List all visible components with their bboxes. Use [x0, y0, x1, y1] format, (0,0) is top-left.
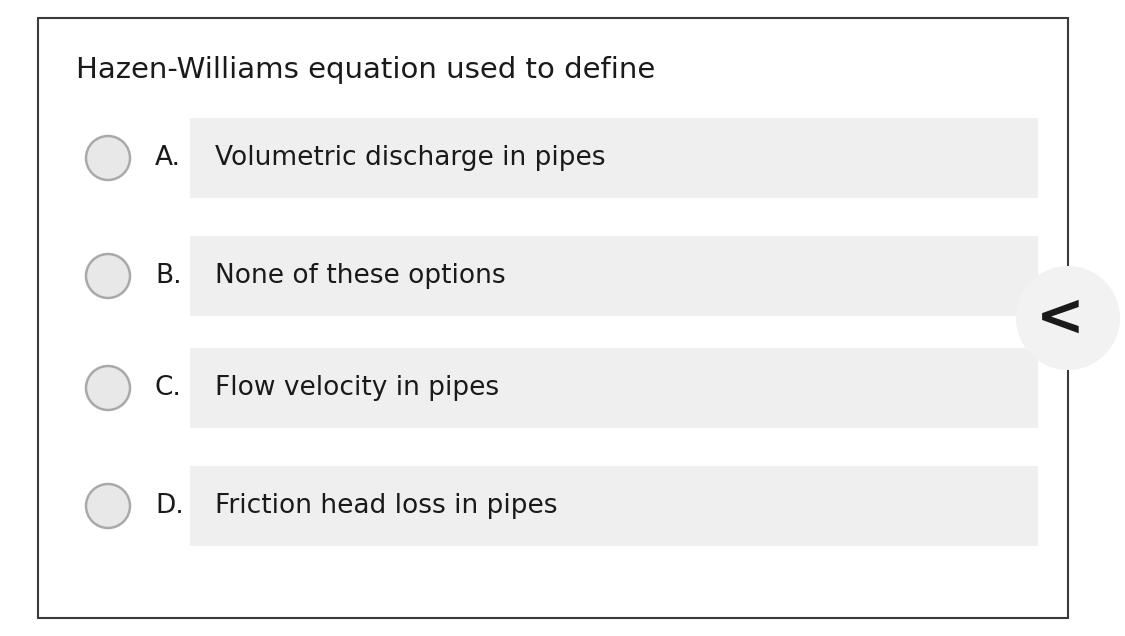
Bar [190, 466, 1038, 546]
Circle shape [86, 254, 130, 298]
Text: D.: D. [155, 493, 183, 519]
Text: Volumetric discharge in pipes: Volumetric discharge in pipes [215, 145, 605, 171]
Circle shape [86, 136, 130, 180]
Circle shape [86, 484, 130, 528]
Text: B.: B. [155, 263, 181, 289]
Bar [190, 118, 1038, 198]
Text: C.: C. [155, 375, 182, 401]
Bar [190, 348, 1038, 428]
Text: Flow velocity in pipes: Flow velocity in pipes [215, 375, 500, 401]
Circle shape [86, 366, 130, 410]
Bar [190, 236, 1038, 316]
Text: <: < [1036, 289, 1084, 347]
Text: None of these options: None of these options [215, 263, 505, 289]
Text: Hazen-Williams equation used to define: Hazen-Williams equation used to define [76, 56, 655, 84]
Text: A.: A. [155, 145, 181, 171]
Text: Friction head loss in pipes: Friction head loss in pipes [215, 493, 558, 519]
Circle shape [1016, 266, 1120, 370]
